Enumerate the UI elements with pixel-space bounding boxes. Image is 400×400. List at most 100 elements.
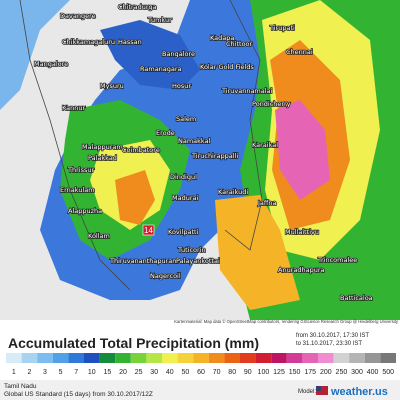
- city-label: Chikkamagaluru: [62, 38, 115, 46]
- brand: weather.us: [330, 386, 388, 398]
- map: 14 Chitradurga Davangere Tumkur Chikkama…: [0, 0, 400, 324]
- city-label: Namakkal: [178, 137, 211, 145]
- legend-swatch: [224, 353, 240, 363]
- legend-label: 2: [27, 369, 31, 376]
- legend-swatch: [84, 353, 100, 363]
- city-label: Karaikudi: [218, 188, 248, 196]
- city-label: Palayankottai: [176, 257, 220, 265]
- max-label: 14: [144, 226, 153, 235]
- model-label: Model:: [298, 389, 316, 395]
- region: Tamil Nadu: [4, 383, 37, 390]
- coastline: [224, 0, 263, 251]
- legend-bar: 1 2 3 5 7 10 15 20 25 30 40 50 60 70 80 90 100 125 150 175 2…: [6, 353, 396, 376]
- legend-label: 100: [258, 369, 270, 376]
- max-box: [142, 224, 155, 236]
- city-label: Chittoor: [226, 40, 253, 48]
- legend-swatch: [380, 353, 396, 363]
- city-label: Nagercoil: [150, 272, 181, 280]
- legend-swatch: [286, 353, 303, 363]
- legend-swatch: [37, 353, 53, 363]
- city-label: Kannur: [62, 104, 85, 112]
- legend-label: 400: [367, 369, 379, 376]
- legend-swatch: [240, 353, 256, 363]
- legend-label: 300: [351, 369, 363, 376]
- legend-label: 20: [119, 369, 127, 376]
- city-label: Alappuzha: [68, 207, 102, 215]
- legend-label: 1: [12, 369, 16, 376]
- city-label: Mysuru: [100, 82, 124, 90]
- legend-swatch: [193, 353, 209, 363]
- city-label: Tiruvannamalai: [221, 87, 273, 95]
- legend-swatch: [255, 353, 272, 363]
- legend-title: Accumulated Total Precipitation (mm): [8, 335, 259, 351]
- legend-label: 90: [244, 369, 252, 376]
- city-label: Pondicherry: [252, 100, 291, 108]
- rain-lightblue: [0, 0, 70, 110]
- city-label: Tumkur: [147, 16, 172, 24]
- legend-swatch: [146, 353, 162, 363]
- city-label: Thiruvananthapuram: [109, 257, 179, 265]
- rain-orange: [115, 170, 155, 225]
- city-label: Madurai: [172, 194, 198, 202]
- legend-swatch: [130, 353, 147, 363]
- time-to: to 31.10.2017, 23:30 IST: [296, 341, 362, 347]
- coastline-west: [19, 0, 131, 291]
- city-label: Hosur: [172, 82, 191, 90]
- city-label: Erode: [156, 129, 175, 137]
- city-label: Tirupati: [269, 24, 295, 32]
- legend-swatch: [162, 353, 178, 363]
- legend-label: 40: [166, 369, 174, 376]
- city-label: Batticaloa: [340, 294, 373, 302]
- city-label: Kovilpatti: [168, 228, 199, 236]
- rain-darkblue: [100, 20, 200, 90]
- city-label: Tiruchirappalli: [191, 152, 238, 160]
- legend-swatch: [52, 353, 69, 363]
- city-label: Kadapa: [210, 34, 234, 42]
- legend-label: 15: [104, 369, 112, 376]
- city-label: Bangalore: [162, 50, 195, 58]
- city-label: Chitradurga: [118, 3, 157, 11]
- city-label: Hassan: [118, 38, 142, 46]
- legend-label: 250: [336, 369, 348, 376]
- legend-label: 50: [182, 369, 190, 376]
- legend-swatch: [99, 353, 116, 363]
- city-label: Kollam: [88, 232, 110, 240]
- city-label: Karaikal: [252, 141, 278, 149]
- legend-label: 70: [213, 369, 221, 376]
- legend-swatch: [302, 353, 318, 363]
- legend-label: 175: [304, 369, 316, 376]
- legend-swatch: [177, 353, 194, 363]
- legend-label: 3: [43, 369, 47, 376]
- city-label: Anuradhapura: [278, 266, 324, 274]
- city-label: Mullaittivu: [285, 228, 319, 236]
- city-label: Salem: [176, 115, 196, 123]
- legend-label: 200: [320, 369, 332, 376]
- legend-label: 150: [289, 369, 301, 376]
- city-label: Trincomalee: [317, 256, 357, 264]
- legend-label: 25: [135, 369, 143, 376]
- legend-label: 7: [74, 369, 78, 376]
- city-label: Tuticorin: [177, 246, 206, 254]
- legend-label: 125: [273, 369, 285, 376]
- city-label: Ramanagara: [140, 65, 182, 73]
- city-label: Coimbatore: [122, 146, 160, 154]
- footer-bg: [0, 380, 400, 400]
- legend-label: 10: [88, 369, 96, 376]
- rain-srilanka: [215, 195, 300, 310]
- time-from: from 30.10.2017, 17:30 IST: [296, 333, 369, 339]
- map-credit: Kartenmaterial: Map data © OpenStreetMap…: [174, 319, 399, 324]
- legend-swatch: [364, 353, 381, 363]
- legend-swatch: [271, 353, 287, 363]
- city-label: Mangalore: [34, 60, 68, 68]
- legend-swatch: [349, 353, 365, 363]
- city-label: Jaffna: [257, 199, 276, 207]
- legend-label: 60: [197, 369, 205, 376]
- legend-label: 500: [382, 369, 394, 376]
- legend-swatch: [6, 353, 22, 363]
- legend-label: 30: [150, 369, 158, 376]
- legend-swatch: [21, 353, 38, 363]
- city-label: Dindigul: [170, 173, 197, 181]
- city-label: Davangere: [60, 12, 96, 20]
- city-label: Kolar Gold Fields: [200, 63, 254, 71]
